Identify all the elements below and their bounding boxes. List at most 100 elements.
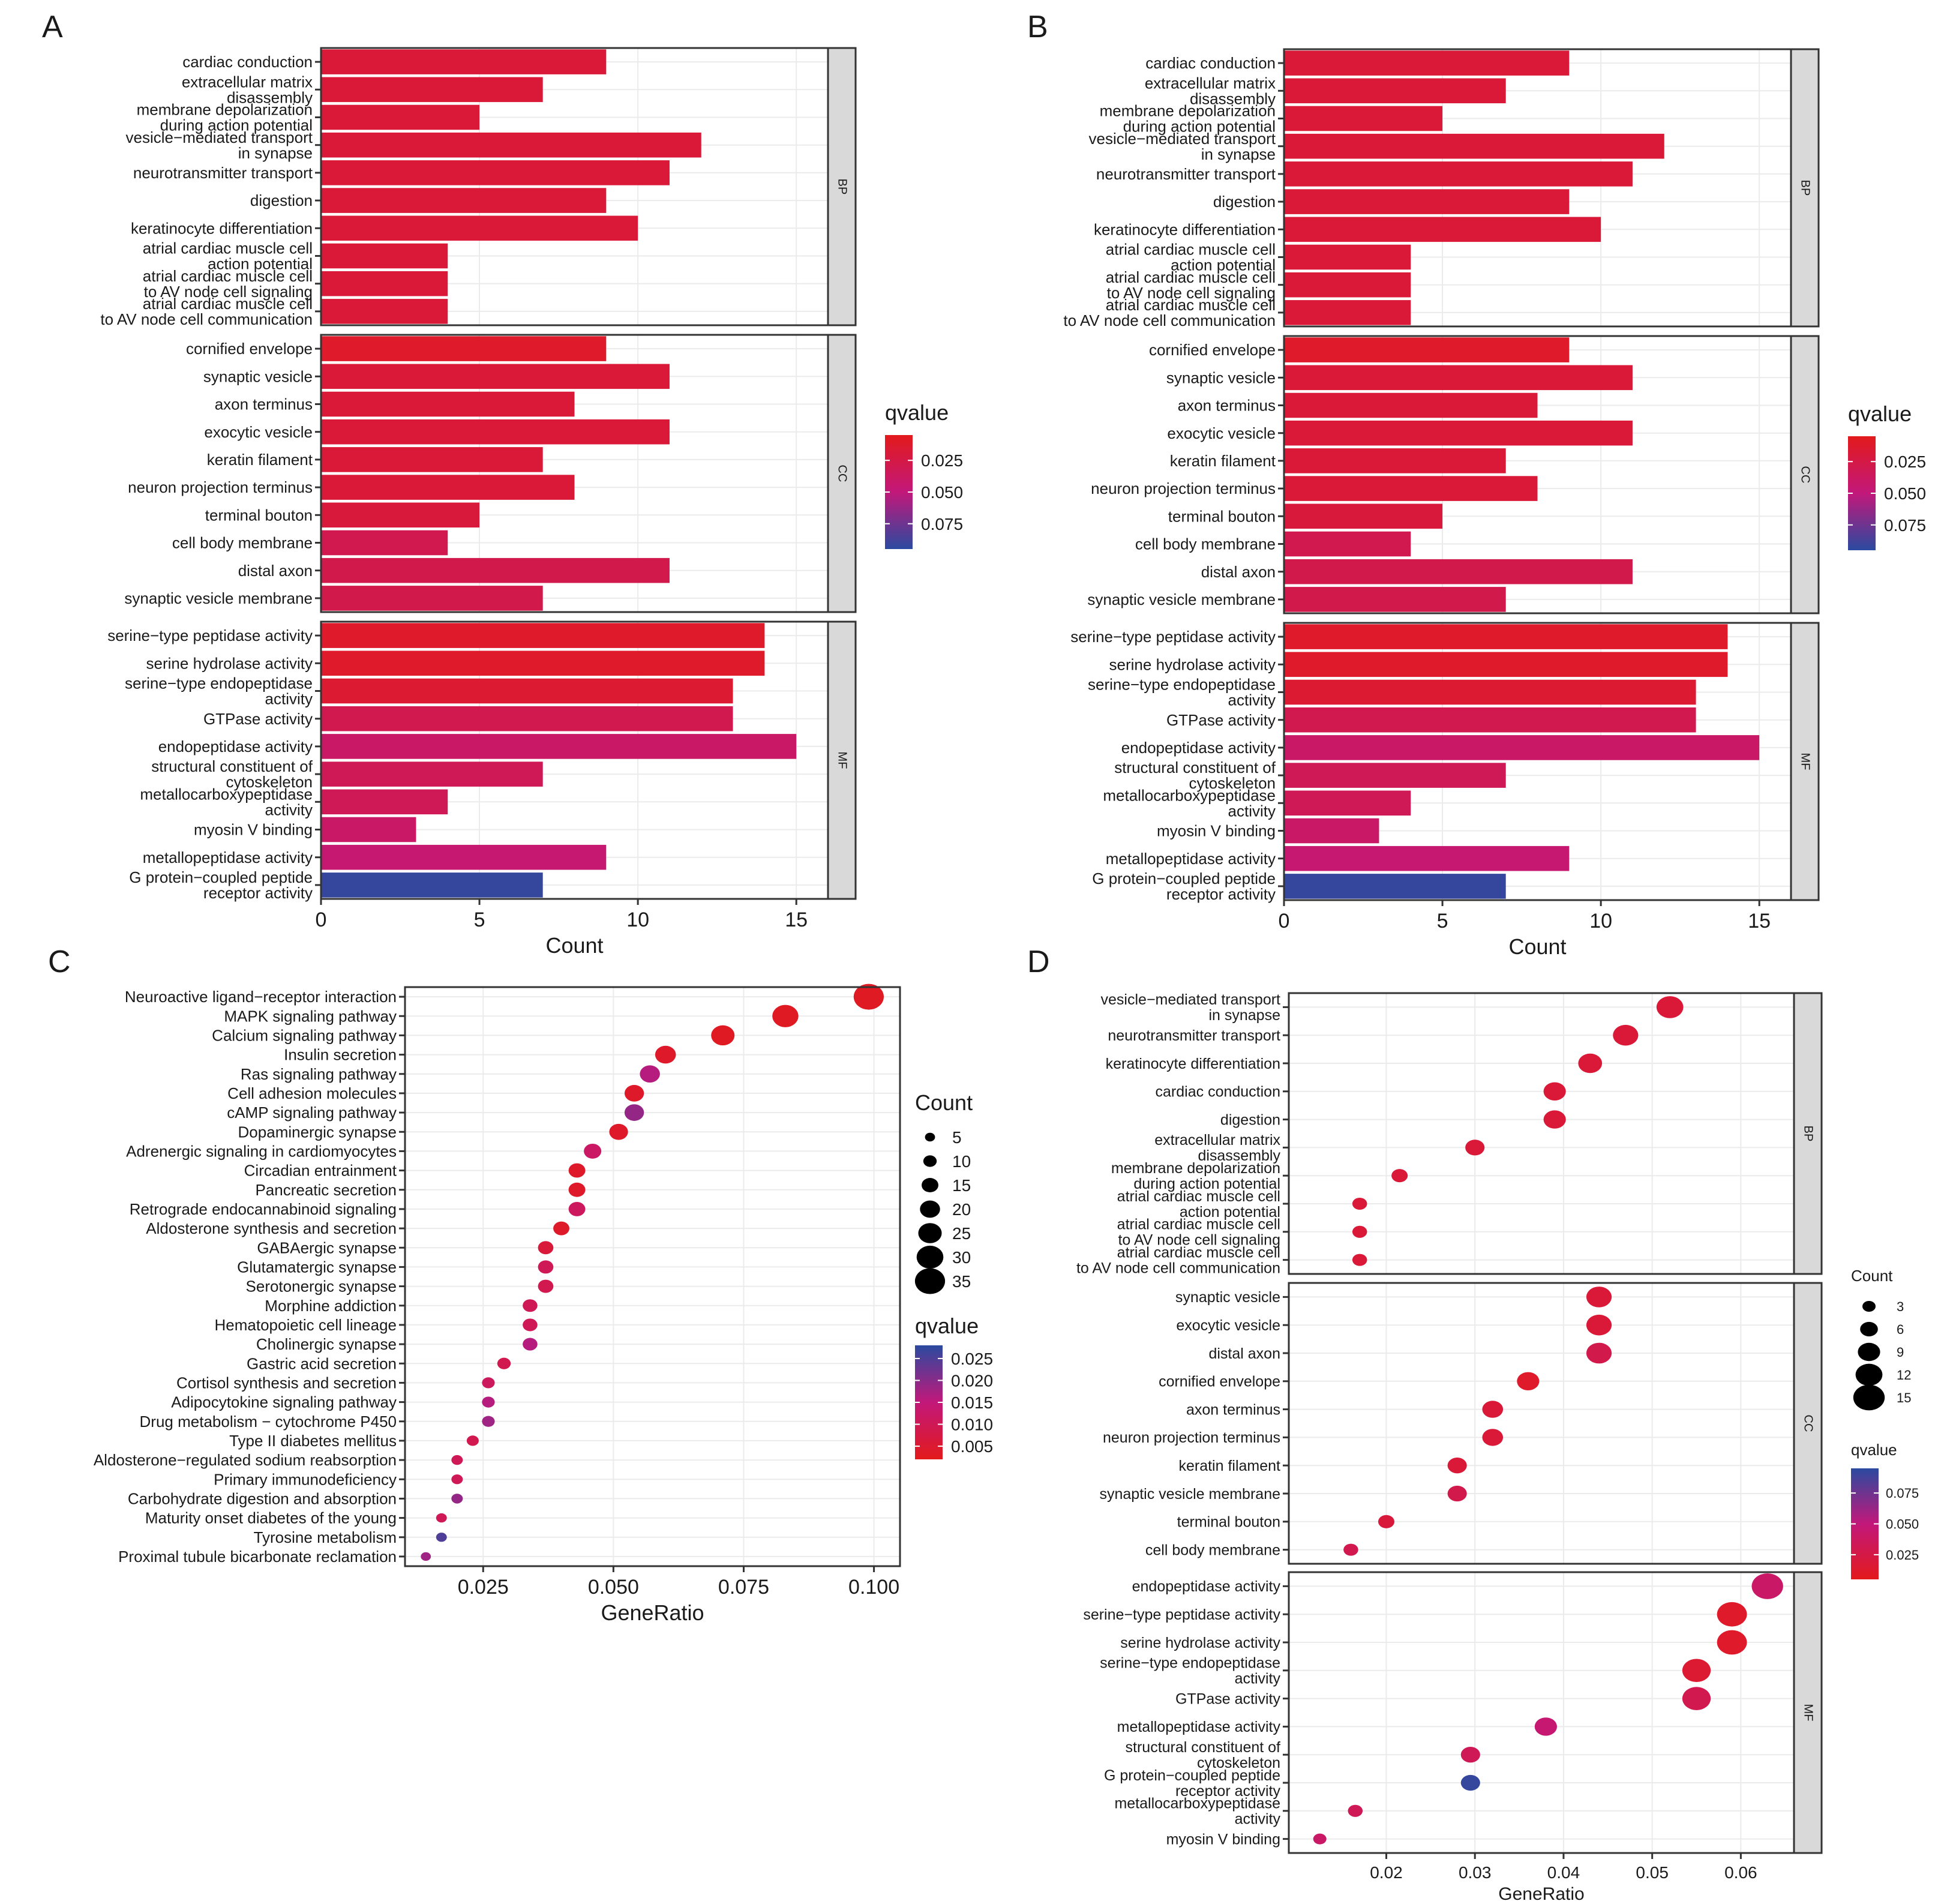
legend-tick-label: 0.050 <box>1884 484 1926 503</box>
term-label: endopeptidase activity <box>1132 1578 1281 1595</box>
x-tick-label: 0.075 <box>718 1576 769 1599</box>
term-label: atrial cardiac muscle cell to AV node cel… <box>100 295 313 328</box>
legend-title: Count <box>915 1090 973 1115</box>
term-label: Cell adhesion molecules <box>227 1084 397 1102</box>
legend-size-dot <box>914 1268 946 1294</box>
term-label: G protein−coupled peptide receptor activi… <box>1104 1767 1280 1800</box>
legend-title: Count <box>1851 1267 1893 1285</box>
facet-strip <box>827 47 857 326</box>
dot <box>1352 1225 1367 1238</box>
facet-cc: synaptic vesicle exocytic vesicle distal a… <box>1099 1282 1823 1565</box>
bar <box>321 706 733 731</box>
legend-size-dot <box>1862 1301 1876 1312</box>
facet-strip <box>1793 1571 1823 1854</box>
legend-tick-label: 0.075 <box>1884 516 1926 535</box>
term-label: myosin V binding <box>1157 822 1276 840</box>
term-label: synaptic vesicle <box>1166 368 1276 386</box>
x-tick-label: 0.025 <box>458 1576 509 1599</box>
legend-size-label: 30 <box>952 1248 971 1267</box>
bar <box>321 475 575 500</box>
term-label: keratinocyte differentiation <box>131 219 313 237</box>
term-label: axon terminus <box>1178 397 1276 415</box>
dot <box>421 1552 431 1561</box>
bar <box>321 734 797 759</box>
bar <box>1284 420 1633 446</box>
dot <box>1352 1197 1367 1210</box>
term-label: extracellular matrix disassembly <box>182 73 313 106</box>
term-label: G protein−coupled peptide receptor activi… <box>1092 869 1276 903</box>
term-label: atrial cardiac muscle cell action potenti… <box>1117 1188 1280 1221</box>
dot <box>538 1241 554 1255</box>
dot <box>451 1455 463 1465</box>
term-label: G protein−coupled peptide receptor activi… <box>129 868 313 902</box>
term-label: serine−type endopeptidase activity <box>1088 676 1276 709</box>
legend-tick-label: 0.025 <box>1886 1548 1919 1563</box>
x-tick-label: 5 <box>1437 910 1448 932</box>
legend-size-label: 10 <box>952 1152 971 1171</box>
bar <box>1284 133 1664 159</box>
dot <box>1391 1169 1408 1183</box>
legend-size-label: 5 <box>952 1128 962 1147</box>
x-tick-label: 15 <box>1748 910 1771 932</box>
legend-size-dot <box>920 1200 940 1218</box>
bar <box>1284 448 1506 473</box>
dot <box>1717 1630 1747 1655</box>
term-label: serine hydrolase activity <box>1120 1635 1280 1651</box>
dot <box>466 1435 479 1446</box>
term-label: Hematopoietic cell lineage <box>214 1316 397 1334</box>
term-label: synaptic vesicle <box>203 367 313 385</box>
dot <box>1586 1287 1612 1308</box>
term-label: distal axon <box>1208 1345 1280 1362</box>
facet-strip <box>1790 622 1820 901</box>
term-label: neurotransmitter transport <box>1096 165 1276 183</box>
legend-size-dot <box>1860 1321 1878 1337</box>
legend-size-label: 12 <box>1897 1368 1911 1383</box>
dot <box>436 1533 447 1542</box>
facet-strip <box>827 334 857 613</box>
term-label: Adrenergic signaling in cardiomyocytes <box>126 1142 397 1160</box>
facet-strip <box>1790 335 1820 614</box>
bar <box>321 678 733 704</box>
term-label: keratinocyte differentiation <box>1106 1056 1280 1072</box>
x-tick-label: 0 <box>1279 910 1290 932</box>
term-label: GTPase activity <box>203 710 313 728</box>
term-label: axon terminus <box>1186 1401 1280 1418</box>
bar <box>1284 531 1411 557</box>
x-axis-title: GeneRatio <box>1498 1884 1584 1904</box>
term-label: serine−type endopeptidase activity <box>125 674 313 708</box>
dot <box>609 1123 628 1140</box>
dot <box>568 1201 586 1216</box>
term-label: myosin V binding <box>194 821 313 839</box>
facet-strip-label: CC <box>1799 466 1812 484</box>
term-label: terminal bouton <box>1168 507 1276 525</box>
term-label: Carbohydrate digestion and absorption <box>128 1489 397 1507</box>
term-label: Primary immunodeficiency <box>214 1470 397 1488</box>
term-label: terminal bouton <box>205 506 313 524</box>
dot <box>568 1182 586 1197</box>
bar <box>1284 845 1570 871</box>
bar <box>1284 790 1411 816</box>
dot <box>1465 1140 1485 1156</box>
bar <box>1284 106 1443 131</box>
term-label: atrial cardiac muscle cell to AV node cel… <box>1106 268 1276 302</box>
bar <box>1284 818 1379 844</box>
facet-bp: vesicle−mediated transport in synapse neur… <box>1076 991 1823 1276</box>
panel-c-dot-plot: Neuroactive ligand−receptor interactionM… <box>94 984 993 1625</box>
bar <box>1284 763 1506 788</box>
legend-title: qvalue <box>1851 1441 1897 1459</box>
dot <box>1682 1687 1711 1710</box>
bar <box>1284 735 1760 760</box>
facet-cc: cornified envelope synaptic vesicle axon t… <box>124 334 857 613</box>
term-label: Ras signaling pathway <box>241 1065 397 1083</box>
term-label: synaptic vesicle membrane <box>1099 1486 1280 1503</box>
dot <box>1348 1804 1363 1817</box>
bar <box>321 188 607 213</box>
legend-tick-label: 0.075 <box>921 515 963 533</box>
term-label: Gastric acid secretion <box>247 1354 397 1372</box>
bar <box>321 271 448 296</box>
bar <box>321 502 480 528</box>
bar <box>321 761 543 787</box>
term-label: metallocarboxypeptidase activity <box>1114 1795 1280 1828</box>
legend-tick-label: 0.015 <box>951 1393 993 1412</box>
